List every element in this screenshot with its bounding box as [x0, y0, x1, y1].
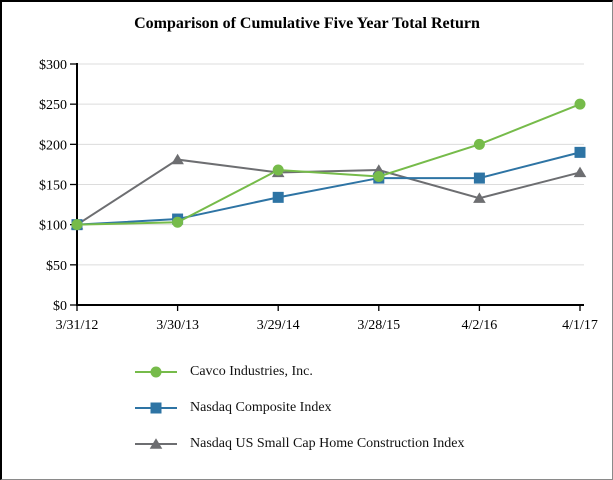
- y-tick-label: $250: [39, 98, 67, 113]
- square-legend-swatch: [135, 402, 177, 414]
- data-point-marker: [473, 192, 486, 203]
- legend-item: Nasdaq US Small Cap Home Construction In…: [135, 436, 465, 452]
- y-tick-label: $300: [39, 58, 67, 73]
- y-tick-label: $200: [39, 138, 67, 153]
- legend-label: Nasdaq US Small Cap Home Construction In…: [190, 436, 465, 451]
- data-point-marker: [272, 191, 284, 203]
- series-triangle: [70, 153, 587, 230]
- series-square: [71, 146, 586, 231]
- data-point-marker: [71, 219, 83, 231]
- y-tick-label: $50: [46, 259, 67, 274]
- series-line: [76, 103, 581, 226]
- legend-label: Nasdaq Composite Index: [190, 400, 332, 415]
- square-marker-icon: [150, 402, 162, 414]
- data-point-marker: [473, 172, 485, 184]
- legend-label: Cavco Industries, Inc.: [190, 364, 313, 379]
- legend: Cavco Industries, Inc. Nasdaq Composite I…: [135, 364, 465, 472]
- triangle-marker-icon: [149, 438, 163, 449]
- legend-item: Nasdaq Composite Index: [135, 400, 465, 416]
- x-tick-label: 4/1/17: [562, 318, 598, 333]
- x-tick-label: 3/30/13: [156, 318, 199, 333]
- series-circle: [71, 98, 586, 231]
- x-tick-label: 4/2/16: [462, 318, 498, 333]
- x-tick-label: 3/29/14: [257, 318, 300, 333]
- triangle-legend-swatch: [135, 438, 177, 449]
- circle-marker-icon: [150, 366, 162, 378]
- series-line: [76, 158, 581, 226]
- data-point-marker: [574, 146, 586, 158]
- data-point-marker: [573, 166, 587, 178]
- chart-title: Comparison of Cumulative Five Year Total…: [134, 15, 480, 32]
- x-tick-label: 3/28/15: [357, 318, 400, 333]
- y-tick-label: $100: [39, 219, 67, 234]
- plot-area: $0 $50 $100 $150 $200 $250 $300 3/31/12 3/30/13 3…: [39, 58, 598, 333]
- data-point-marker: [574, 98, 586, 110]
- circle-legend-swatch: [135, 366, 177, 378]
- data-point-marker: [272, 164, 284, 176]
- gridlines: [77, 63, 584, 266]
- legend-item: Cavco Industries, Inc.: [135, 364, 465, 380]
- series-line: [76, 151, 581, 226]
- data-point-marker: [172, 216, 184, 228]
- y-tick-label: $150: [39, 179, 67, 194]
- data-point-marker: [373, 170, 385, 182]
- x-tick-label: 3/31/12: [56, 318, 99, 333]
- y-tick-label: $0: [53, 299, 67, 314]
- axes: $0 $50 $100 $150 $200 $250 $300 3/31/12 3/30/13 3…: [39, 58, 598, 333]
- data-point-marker: [171, 153, 184, 165]
- data-point-marker: [473, 138, 485, 150]
